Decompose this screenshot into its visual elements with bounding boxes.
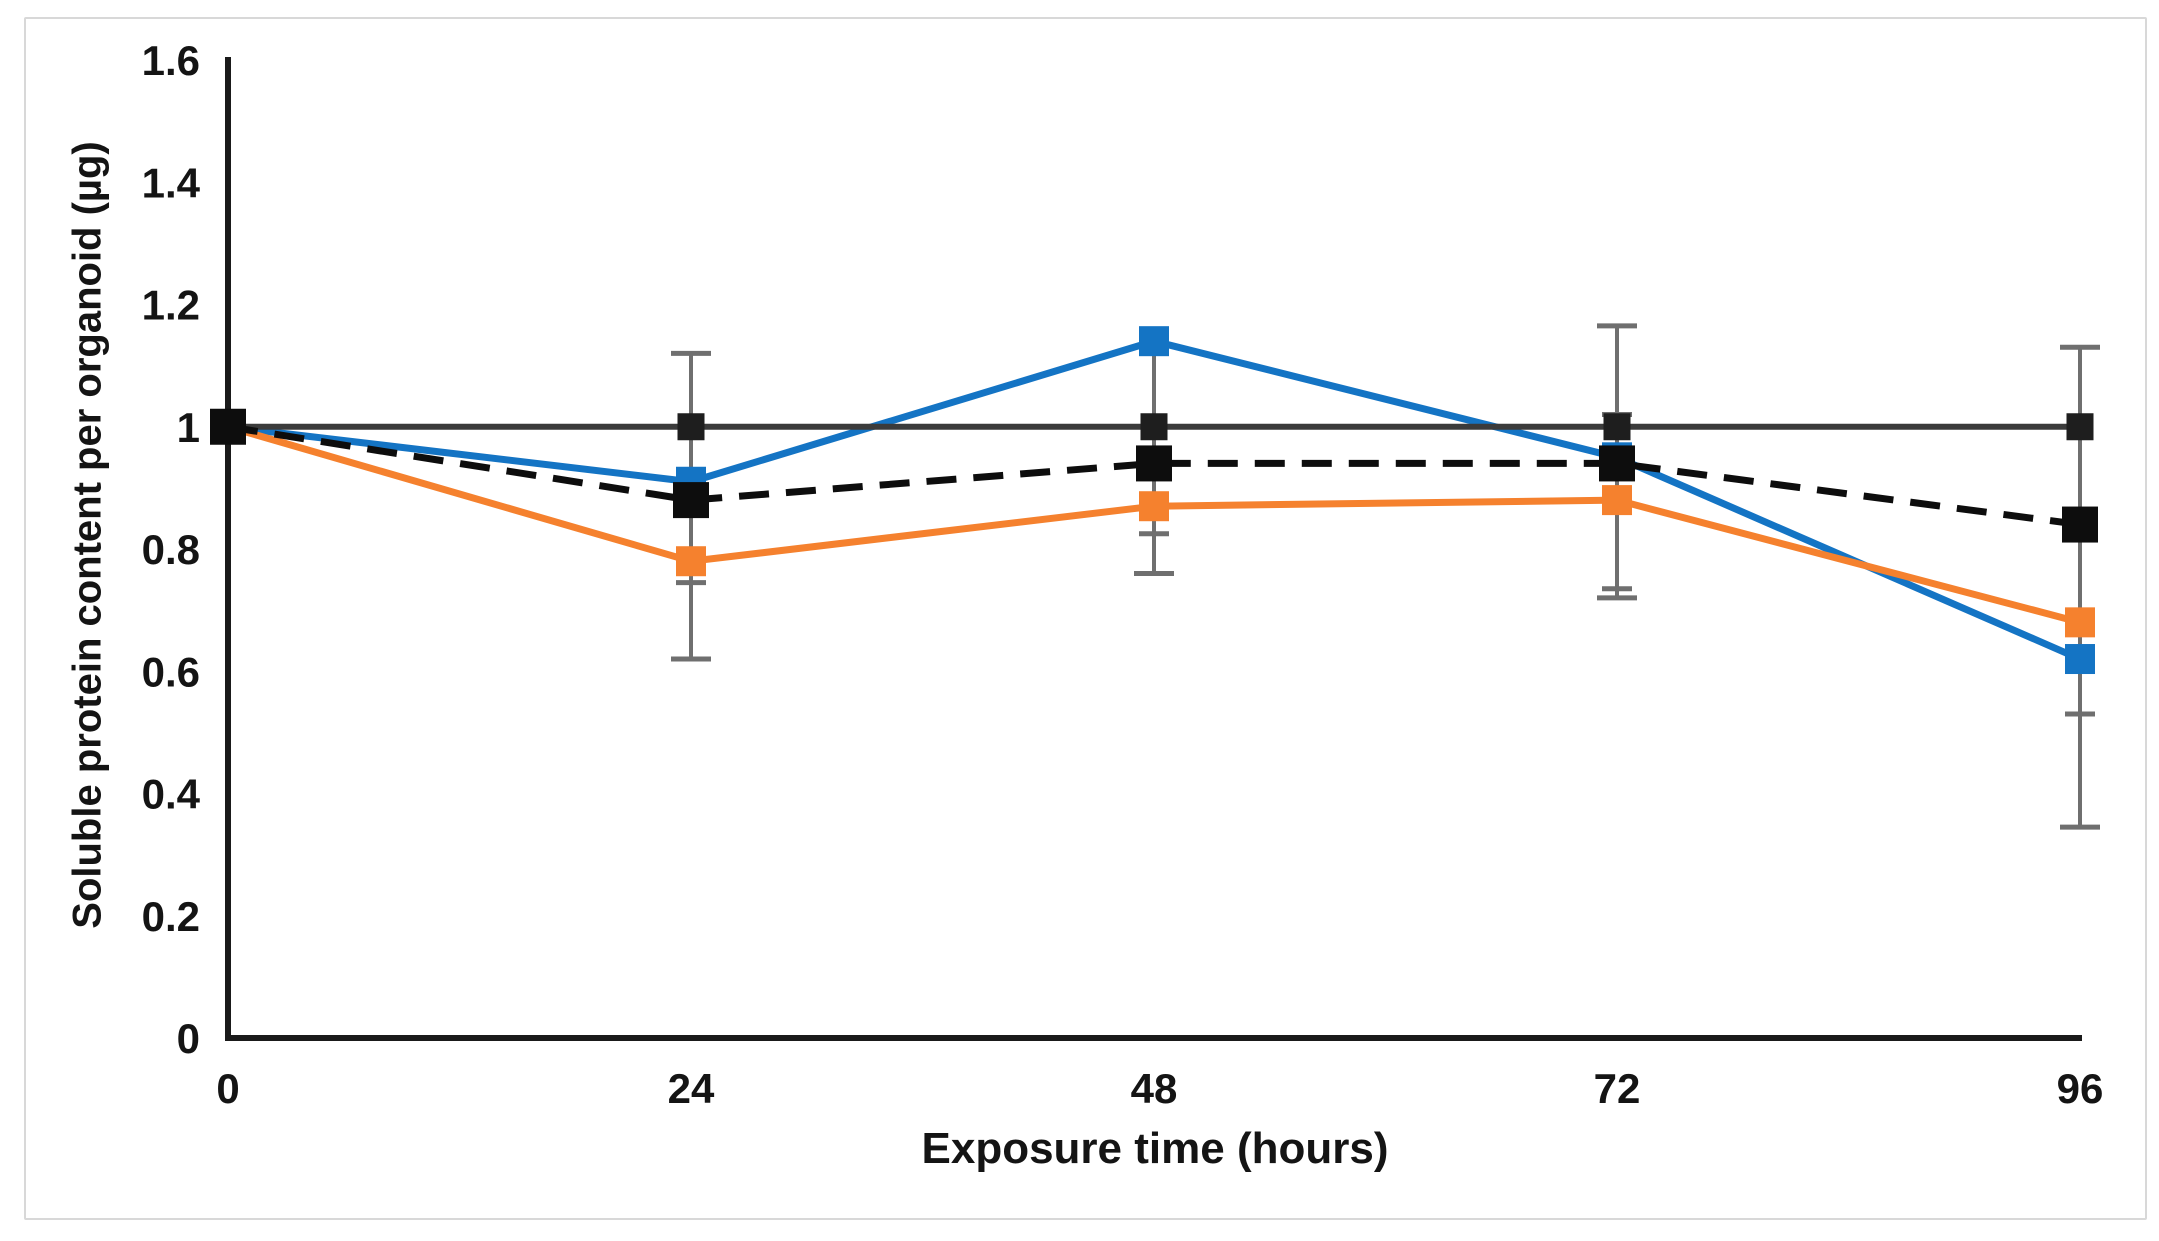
y-tick-label: 0 (177, 1015, 200, 1062)
dashed-black-line (227, 423, 2081, 529)
dashed-black-marker (1136, 445, 1172, 482)
y-axis-title: Soluble protein content per organoid (µg… (65, 141, 110, 929)
dashed-black-marker (2062, 506, 2098, 543)
solid-black-reference-marker (1603, 413, 1631, 441)
y-tick-label: 0.6 (142, 648, 200, 695)
x-tick-label: 96 (2057, 1065, 2104, 1112)
y-tick-label: 1.4 (142, 159, 201, 206)
dashed-black-marker (673, 482, 709, 519)
solid-black-reference-marker (1140, 413, 1168, 441)
orange-marker (1139, 491, 1169, 522)
orange-marker (1602, 485, 1632, 516)
figure-border (24, 17, 2147, 1220)
blue-marker (2065, 644, 2095, 675)
y-tick-label: 1.2 (142, 282, 200, 329)
dashed-black-marker (1599, 445, 1635, 482)
x-tick-label: 0 (216, 1065, 239, 1112)
y-tick-label: 1.6 (142, 37, 200, 84)
solid-black-reference-marker (677, 413, 705, 441)
y-tick-label: 1 (177, 404, 200, 451)
y-tick-label: 0.8 (142, 526, 200, 573)
y-tick-label: 0.2 (142, 893, 200, 940)
x-tick-label: 72 (1594, 1065, 1641, 1112)
x-axis-title: Exposure time (hours) (921, 1124, 1389, 1173)
orange-marker (676, 546, 706, 577)
y-tick-label: 0.4 (142, 771, 201, 818)
x-tick-label: 24 (668, 1065, 715, 1112)
x-tick-label: 48 (1131, 1065, 1178, 1112)
dashed-black-marker (210, 408, 246, 445)
orange-marker (2065, 607, 2095, 638)
blue-marker (1139, 326, 1169, 357)
solid-black-reference-marker (2066, 413, 2094, 441)
